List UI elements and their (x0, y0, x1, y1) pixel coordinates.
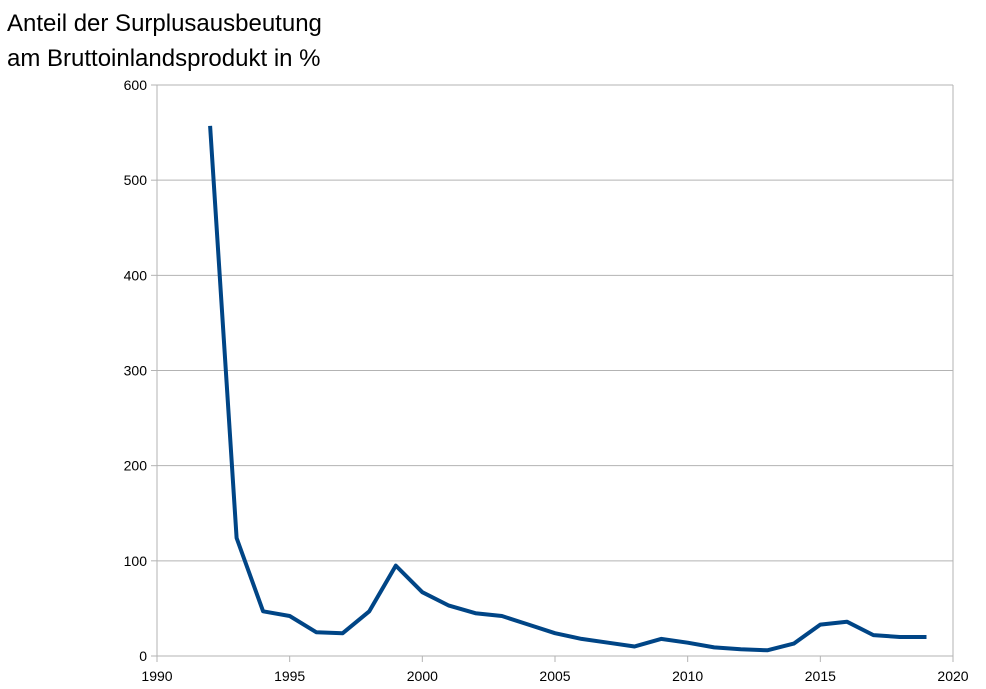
chart-title-line-2: am Bruttoinlandsprodukt in % (7, 45, 321, 72)
y-tick-label-300: 300 (124, 363, 148, 379)
y-tick-label-0: 0 (139, 648, 147, 664)
x-tick-label-2010: 2010 (672, 668, 703, 684)
x-tick-label-2000: 2000 (407, 668, 438, 684)
x-tick-label-2020: 2020 (937, 668, 968, 684)
x-axis-tick-labels: 1990 1995 2000 2005 2010 2015 2020 (141, 668, 968, 684)
axes (151, 84, 954, 662)
y-tick-label-600: 600 (124, 77, 148, 93)
chart-title: Anteil der Surplusausbeutung am Bruttoin… (7, 6, 322, 76)
series-line-0 (208, 125, 927, 653)
y-tick-label-500: 500 (124, 172, 148, 188)
grid-lines (157, 84, 953, 562)
y-tick-label-100: 100 (124, 553, 148, 569)
series-group (208, 125, 927, 653)
y-axis-tick-labels: 0 100 200 300 400 500 600 (124, 77, 148, 664)
x-tick-label-2005: 2005 (539, 668, 570, 684)
y-tick-label-200: 200 (124, 458, 148, 474)
y-tick-label-400: 400 (124, 267, 148, 283)
x-tick-label-2015: 2015 (805, 668, 836, 684)
x-tick-label-1995: 1995 (274, 668, 305, 684)
chart-title-line-1: Anteil der Surplusausbeutung (7, 10, 322, 37)
x-tick-label-1990: 1990 (141, 668, 172, 684)
